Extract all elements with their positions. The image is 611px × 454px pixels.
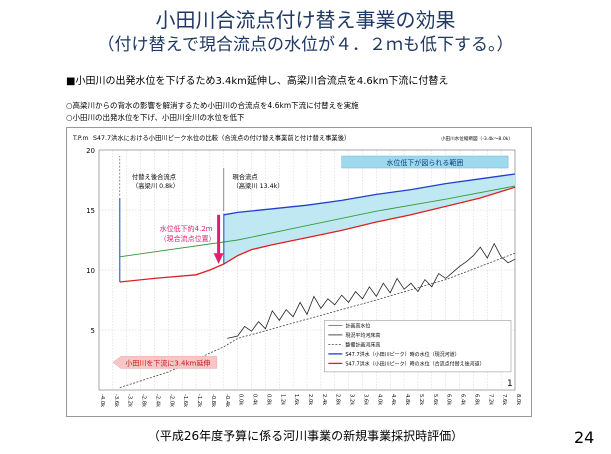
x-tick-label: -0.8k — [210, 394, 216, 407]
x-tick-label: 7.2k — [487, 394, 493, 405]
effect-range-label: 水位低下が図られる範囲 — [386, 158, 463, 167]
after-level-line — [119, 186, 516, 283]
current-bed-line — [227, 242, 516, 339]
x-tick-label: 3.6k — [362, 394, 368, 405]
extension-label: 小田川を下流に3.4km延伸 — [125, 358, 210, 367]
note-water-level: ○小田川の出発水位を下げ、小田川全川の水位を低下 — [66, 113, 245, 122]
chart-frame: 5 10 15 20 -4.0k -3.6k -3.2k -2.8k -2.4k -2.0k -1.… — [66, 127, 532, 417]
x-tick-label: -3.2k — [127, 394, 133, 407]
current-confluence-label-line: 現合流点 — [232, 172, 257, 181]
legend-label: S47.7洪水（小田川ピーク）時の水位（現況河道） — [345, 351, 459, 358]
x-tick-label: 4.8k — [404, 394, 410, 405]
note-backwater: ○高梁川からの背水の影響を解消するため小田川の合流点を4.6km下流に付替えを実… — [66, 101, 359, 110]
drop-label-line: （現合流点位置） — [160, 234, 216, 243]
x-tick-label: 6.8k — [473, 394, 479, 405]
legend-label: 計画高水位 — [345, 322, 370, 329]
y-tick-label: 5 — [91, 327, 95, 335]
x-tick-label: 5.6k — [432, 394, 438, 405]
legend-box — [324, 320, 512, 373]
chart-range-label: 小田川水位縦断図（-3.4k～8.0k） — [441, 135, 513, 142]
x-tick-label: 7.6k — [501, 394, 507, 405]
x-tick-label: 6.0k — [446, 394, 452, 405]
y-tick-label: 15 — [86, 207, 95, 215]
x-tick-label: 2.4k — [321, 394, 327, 405]
x-tick-label: -2.0k — [168, 394, 174, 407]
x-tick-label: 4.4k — [390, 394, 396, 405]
x-tick-label: 3.2k — [349, 394, 355, 405]
y-unit-label: T.P.m — [72, 135, 88, 142]
main-bullet: ■小田川の出発水位を下げるため3.4km延伸し、高梁川合流点を4.6km下流に付… — [66, 76, 449, 87]
x-tick-label: -2.8k — [141, 394, 147, 407]
y-tick-label: 20 — [86, 147, 95, 155]
x-tick-label: -2.4k — [154, 394, 160, 407]
current-confluence-label-line: （高梁川 13.4k） — [232, 181, 283, 190]
drop-arrow-head — [213, 253, 224, 264]
page-subtitle: （付け替えで現合流点の水位が４．２ｍも低下する。） — [97, 35, 514, 55]
x-tick-label: 0.8k — [265, 394, 271, 405]
x-tick-label: 4.0k — [376, 394, 382, 405]
after-confluence-label-line: （高梁川 0.8k） — [132, 181, 179, 190]
page-number: 24 — [574, 428, 595, 447]
before-level-line — [223, 173, 516, 216]
current-confluence-label: 現合流点（高梁川 13.4k） — [232, 172, 283, 190]
x-tick-label: 6.4k — [460, 394, 466, 405]
x-tick-label: -0.4k — [224, 394, 230, 407]
legend-label: S47.7洪水（小田川ピーク）時の水位（合流点付替え後河道） — [345, 360, 484, 367]
effect-range-box — [341, 155, 509, 169]
drop-label-line: 水位低下約4.2m — [160, 224, 213, 233]
x-tick-label: 0.4k — [252, 394, 258, 405]
after-confluence-label-line: 付替え後合流点 — [132, 172, 176, 181]
page-title: 小田川合流点付け替え事業の効果 — [155, 8, 456, 32]
x-tick-label: -4.0k — [99, 394, 105, 407]
drop-label: 水位低下約4.2m（現合流点位置） — [160, 224, 216, 243]
x-tick-label: 0.0k — [238, 394, 244, 405]
x-tick-label: -3.6k — [113, 394, 119, 407]
footer-note: （平成26年度予算に係る河川事業の新規事業採択時評価） — [147, 429, 464, 443]
legend-label: 現況平均河床高 — [345, 332, 380, 339]
x-tick-label: 5.2k — [418, 394, 424, 405]
x-tick-label: -1.2k — [196, 394, 202, 407]
chart-title: S47.7洪水における小田川ピーク水位の比較（合流点の付け替え事業前と付け替え事… — [93, 133, 350, 142]
x-tick-label: 8.0k — [515, 394, 521, 405]
x-tick-label: 2.8k — [335, 394, 341, 405]
corner-number: 1 — [507, 379, 513, 389]
water-level-profile-chart: 5 10 15 20 -4.0k -3.6k -3.2k -2.8k -2.4k -2.0k -1.… — [72, 133, 521, 407]
legend-label: 整備計画河床高 — [345, 341, 380, 348]
x-tick-label: 2.0k — [307, 394, 313, 405]
after-confluence-label: 付替え後合流点（高梁川 0.8k） — [132, 172, 179, 190]
water-level-drop-fill — [223, 174, 516, 264]
extension-arrow-box — [112, 356, 218, 369]
x-tick-label: 1.6k — [293, 394, 299, 405]
plot-area-border — [98, 149, 516, 391]
y-tick-label: 10 — [86, 267, 95, 275]
x-tick-label: -1.6k — [182, 394, 188, 407]
x-tick-label: 1.2k — [279, 394, 285, 405]
